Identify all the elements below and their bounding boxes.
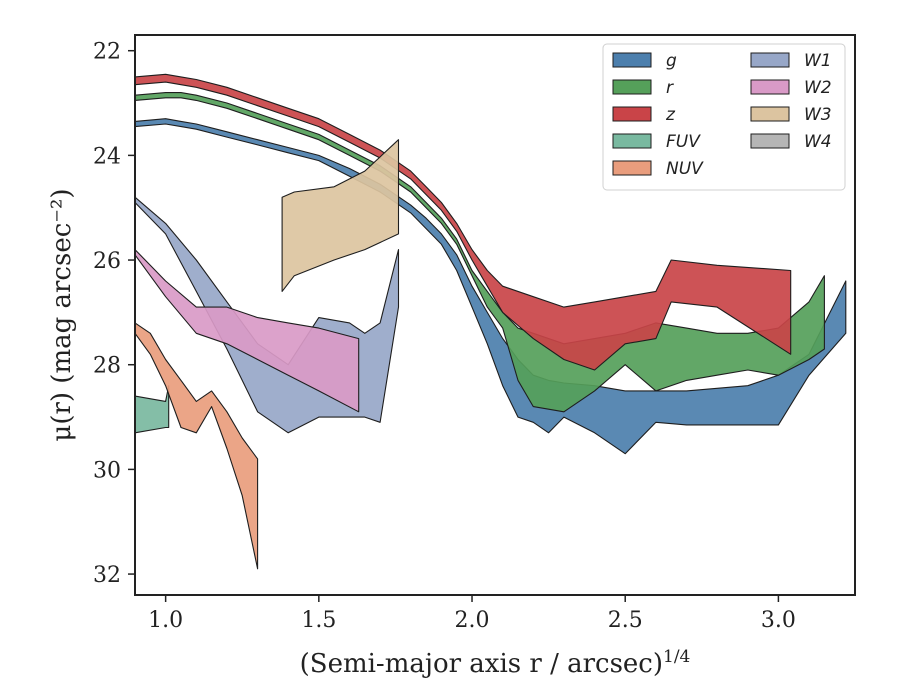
x-tick-label: 1.5	[301, 608, 336, 633]
series-layer	[134, 73, 847, 570]
legend-swatch-z	[612, 106, 652, 122]
legend-swatch-g	[612, 52, 652, 68]
legend-label-w2: W2	[804, 78, 832, 98]
legend-label-g: g	[666, 51, 677, 71]
legend-swatch-w4	[750, 133, 790, 149]
series-band-fuv	[134, 385, 170, 434]
legend-label-w4: W4	[804, 132, 832, 152]
legend-label-nuv: NUV	[666, 159, 704, 179]
legend-label-z: z	[665, 105, 676, 125]
legend-label-w3: W3	[804, 105, 832, 125]
y-tick-label: 26	[93, 249, 121, 274]
legend-label-fuv: FUV	[666, 132, 701, 152]
legend-swatch-fuv	[612, 133, 652, 149]
axis-ticks: 1.0 1.5 2.0 2.5 3.0 22 24 26 28 30 32	[93, 40, 796, 633]
legend-swatch-w2	[750, 79, 790, 95]
plot-frame	[134, 34, 856, 596]
legend-label-r: r	[666, 78, 674, 98]
legend-swatch-r	[612, 79, 652, 95]
series-band-z	[134, 73, 792, 371]
legend-swatch-w3	[750, 106, 790, 122]
y-tick-label: 32	[93, 563, 121, 588]
legend-swatch-w1	[750, 52, 790, 68]
y-tick-label: 24	[93, 144, 121, 169]
x-tick-label: 1.0	[148, 608, 183, 633]
x-axis-label: (Semi-major axis r / arcsec)1/4	[300, 647, 691, 679]
x-tick-label: 2.0	[455, 608, 490, 633]
y-tick-label: 22	[93, 40, 121, 65]
legend-swatch-nuv	[612, 160, 652, 176]
x-tick-label: 2.5	[608, 608, 643, 633]
legend-label-w1: W1	[804, 51, 832, 71]
y-tick-label: 30	[93, 458, 121, 483]
series-band-nuv	[134, 322, 259, 570]
y-axis-label: μ(r) (mag arcsec⁻²)	[47, 188, 77, 441]
legend: grz FUV NUV W1 W2 W3 W4	[602, 43, 846, 191]
series-band-w3	[281, 139, 400, 292]
series-band-w2	[134, 249, 360, 413]
x-tick-label: 3.0	[761, 608, 796, 633]
y-tick-label: 28	[93, 354, 121, 379]
